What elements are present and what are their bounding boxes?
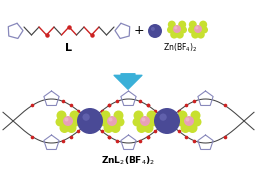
Circle shape	[194, 25, 202, 33]
Circle shape	[56, 118, 65, 126]
Circle shape	[65, 118, 69, 122]
Circle shape	[188, 123, 197, 133]
Circle shape	[149, 118, 158, 126]
Circle shape	[111, 123, 121, 133]
Circle shape	[136, 123, 146, 133]
Circle shape	[100, 111, 111, 121]
Circle shape	[197, 31, 205, 39]
Circle shape	[67, 123, 77, 133]
Circle shape	[177, 118, 186, 126]
Circle shape	[142, 118, 145, 122]
Circle shape	[60, 123, 69, 133]
Circle shape	[199, 21, 207, 29]
Circle shape	[107, 116, 117, 126]
Circle shape	[159, 113, 167, 121]
FancyArrowPatch shape	[114, 74, 142, 89]
Circle shape	[176, 31, 184, 39]
Circle shape	[114, 111, 124, 121]
Circle shape	[82, 113, 90, 121]
Circle shape	[69, 111, 79, 121]
Circle shape	[190, 111, 200, 121]
Text: Zn(BF$_4$)$_2$: Zn(BF$_4$)$_2$	[163, 42, 197, 54]
Text: +: +	[134, 25, 144, 37]
Circle shape	[108, 118, 113, 122]
Circle shape	[99, 118, 108, 126]
Circle shape	[151, 27, 155, 31]
Circle shape	[186, 118, 189, 122]
Circle shape	[178, 111, 188, 121]
Circle shape	[167, 26, 174, 33]
Circle shape	[57, 111, 67, 121]
Circle shape	[178, 21, 186, 29]
Circle shape	[189, 21, 197, 29]
Circle shape	[133, 118, 142, 126]
Circle shape	[143, 123, 153, 133]
Circle shape	[168, 21, 176, 29]
Circle shape	[146, 111, 157, 121]
Circle shape	[115, 118, 124, 126]
Circle shape	[184, 116, 194, 126]
Circle shape	[63, 116, 73, 126]
Circle shape	[71, 118, 80, 126]
Circle shape	[173, 25, 181, 33]
Circle shape	[148, 24, 162, 38]
Text: ZnL$_2$(BF$_4$)$_2$: ZnL$_2$(BF$_4$)$_2$	[101, 155, 155, 167]
Circle shape	[154, 108, 180, 134]
Circle shape	[170, 31, 178, 39]
Circle shape	[180, 123, 190, 133]
Circle shape	[180, 26, 187, 33]
Circle shape	[174, 26, 177, 29]
Circle shape	[191, 31, 199, 39]
Circle shape	[140, 116, 150, 126]
Circle shape	[188, 26, 195, 33]
Circle shape	[133, 111, 143, 121]
Circle shape	[192, 118, 201, 126]
Text: L: L	[66, 43, 72, 53]
Circle shape	[201, 26, 208, 33]
Circle shape	[104, 123, 114, 133]
Circle shape	[77, 108, 103, 134]
Circle shape	[195, 26, 198, 29]
